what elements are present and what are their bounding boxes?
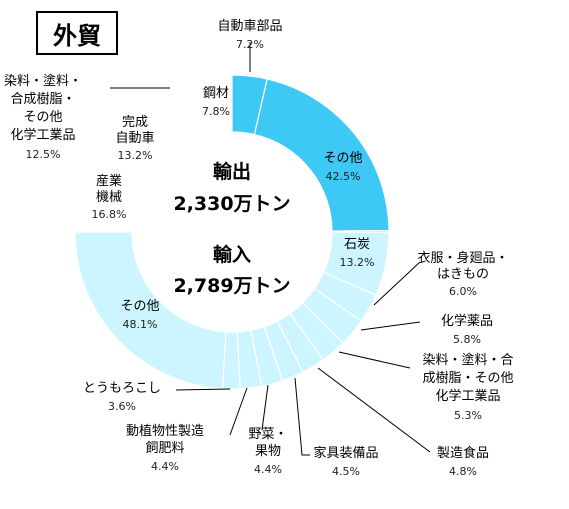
- export-pct-4: 12.5%: [26, 148, 61, 161]
- export-pct-1: 42.5%: [326, 170, 361, 183]
- import-pct-8: 3.6%: [108, 400, 136, 413]
- import-label-7: 動植物性製造飼肥料: [126, 424, 204, 456]
- import-center-total: 2,789万トン: [173, 275, 290, 297]
- import-label-2: 化学薬品: [441, 313, 493, 329]
- import-pct-5: 4.5%: [332, 465, 360, 478]
- export-label-4: 染料・塗料・合成樹脂・その他化学工業品: [4, 73, 82, 143]
- import-pct-4: 4.8%: [449, 465, 477, 478]
- import-pct-6: 4.4%: [254, 463, 282, 476]
- import-leader-5: [294, 377, 310, 456]
- import-label-8: とうもろこし: [83, 381, 161, 396]
- import-slice-9: [74, 231, 227, 390]
- import-label-0: 石炭: [344, 237, 370, 252]
- export-label-1: その他: [323, 151, 362, 166]
- export-pct-5: 7.8%: [202, 105, 230, 118]
- import-label-6: 野菜・果物: [248, 427, 287, 459]
- export-pct-3: 13.2%: [118, 149, 153, 162]
- import-label-9: その他: [120, 299, 159, 314]
- export-center-total: 2,330万トン: [173, 193, 290, 215]
- export-label-3: 完成自動車: [115, 115, 154, 146]
- export-pct-2: 16.8%: [92, 208, 127, 221]
- import-leader-8: [175, 388, 231, 391]
- export-label-2: 産業機械: [96, 173, 122, 205]
- import-pct-9: 48.1%: [123, 318, 158, 331]
- import-label-4: 製造食品: [437, 445, 489, 461]
- import-leader-1: [373, 261, 421, 306]
- export-center-title: 輸出: [213, 160, 251, 183]
- import-label-3: 染料・塗料・合成樹脂・その他化学工業品: [422, 352, 513, 404]
- import-pct-2: 5.8%: [453, 333, 481, 346]
- import-leader-7: [229, 387, 248, 436]
- import-leader-4: [317, 367, 431, 453]
- import-leader-6: [261, 384, 269, 431]
- chart-title: 外貿: [36, 11, 118, 55]
- import-label-1: 衣服・身廻品・はきもの: [417, 250, 508, 282]
- export-label-0: 自動車部品: [217, 19, 282, 34]
- import-leader-2: [360, 321, 421, 331]
- import-pct-3: 5.3%: [454, 409, 482, 422]
- import-pct-7: 4.4%: [151, 460, 179, 473]
- import-label-5: 家具装備品: [313, 445, 378, 461]
- export-label-5: 鋼材: [203, 86, 229, 101]
- import-center-title: 輸入: [213, 243, 251, 266]
- import-leader-3: [338, 351, 411, 369]
- export-pct-0: 7.2%: [236, 38, 264, 51]
- import-pct-0: 13.2%: [340, 256, 375, 269]
- import-pct-1: 6.0%: [449, 285, 477, 298]
